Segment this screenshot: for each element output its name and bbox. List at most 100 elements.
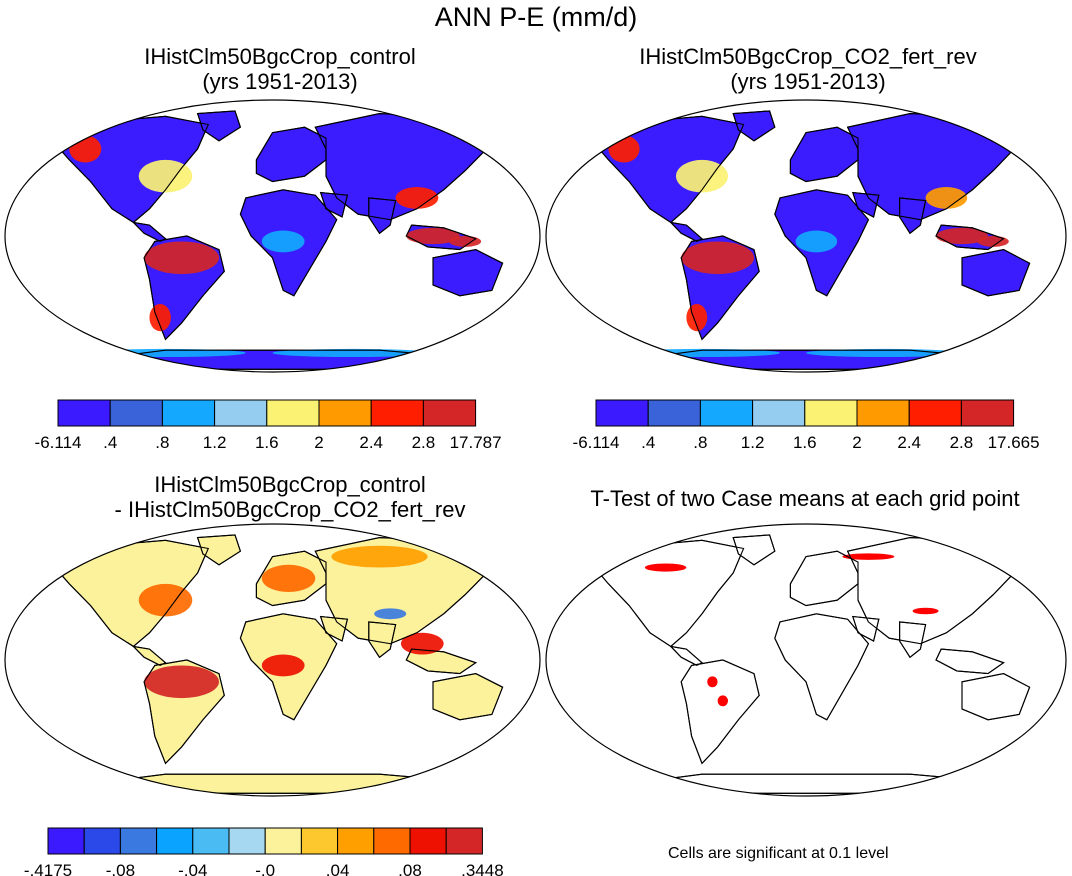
- significance-note: Cells are significant at 0.1 level: [668, 845, 889, 862]
- colorbar-tick-label-6: 2.4: [897, 433, 921, 452]
- region-siberia: [331, 545, 428, 568]
- colorbar-tick-label-7: 2.8: [950, 433, 974, 452]
- colorbar-co2-fert-rev: -6.114 .4 .8 1.2 1.6 2 2.4 2.8 17.665: [573, 399, 1040, 452]
- coastline-africa: [239, 613, 338, 721]
- colorbar-box-7: [422, 399, 477, 427]
- colorbar-tick-label-2: -.04: [178, 861, 207, 876]
- colorbar-tick-label-0: -.4175: [24, 861, 72, 876]
- map-panel-co2-fert-rev: [545, 99, 1067, 373]
- colorbar-box-0: [595, 399, 649, 427]
- coastline-arabia: [852, 615, 880, 642]
- land-antarctica: [57, 773, 488, 794]
- colorbar-tick-label-8: 17.787: [450, 433, 502, 452]
- figure-title: ANN P-E (mm/d): [434, 2, 638, 32]
- colorbar-box-0: [57, 399, 111, 427]
- colorbar-box-9: [373, 827, 411, 855]
- colorbar-box-8: [337, 827, 375, 855]
- region-amazon: [144, 241, 219, 275]
- coastline-greenland: [732, 534, 776, 566]
- colorbar-box-5: [228, 827, 266, 855]
- colorbar-difference: -.4175 -.08 -.04 -.0 .04 .08 .3448: [24, 827, 504, 876]
- coastline-south-america: [143, 659, 225, 765]
- colorbar-tick-label-1: .4: [641, 433, 655, 452]
- map-panel-control: [4, 99, 541, 373]
- colorbar-tick-label-4: 1.6: [255, 433, 279, 452]
- panel-3-title-line-1: IHistClm50BgcCrop_control: [154, 472, 426, 497]
- colorbar-tick-label-5: .08: [398, 861, 422, 876]
- colorbar-box-10: [409, 827, 447, 855]
- colorbar-box-7: [300, 827, 339, 855]
- colorbar-box-2: [119, 827, 158, 855]
- colorbar-box-7: [960, 399, 1015, 427]
- panel-2-title-line-2: (yrs 1951-2013): [730, 69, 886, 94]
- map-border: [545, 99, 1067, 373]
- colorbar-box-3: [752, 399, 806, 427]
- coastline-maritime-continent: [405, 648, 478, 675]
- colorbar-box-0: [47, 827, 85, 855]
- coastline-arabia: [319, 191, 349, 218]
- region-central-africa: [795, 230, 838, 253]
- region-maritime-continent: [977, 236, 1009, 247]
- coastline-south-america: [143, 235, 225, 341]
- colorbar-tick-label-2: .8: [693, 433, 707, 452]
- coastline-maritime-continent: [935, 224, 1005, 251]
- region-eastern-north-america: [676, 159, 728, 193]
- region-maritime-continent: [406, 227, 460, 245]
- coastline-greenland: [196, 110, 242, 142]
- colorbar-tick-label-1: -.08: [106, 861, 135, 876]
- colorbar-tick-label-3: 1.2: [203, 433, 227, 452]
- colorbar-box-5: [318, 399, 372, 427]
- coastline-africa: [239, 189, 338, 297]
- colorbar-box-1: [83, 827, 121, 855]
- coastline-australia: [961, 249, 1031, 297]
- panel-2-title-line-1: IHistClm50BgcCrop_CO2_fert_rev: [639, 44, 977, 69]
- coastline-africa: [774, 189, 870, 297]
- colorbar-tick-label-7: 2.8: [412, 433, 436, 452]
- region-south-china: [395, 187, 439, 209]
- colorbar-box-5: [856, 399, 910, 427]
- panel-1-title: IHistClm50BgcCrop_control (yrs 1951-2013…: [70, 44, 490, 94]
- region-eastern-north-america: [138, 159, 193, 193]
- significant-central-canada: [644, 563, 687, 572]
- colorbar-box-4: [804, 399, 858, 427]
- coastline-greenland: [196, 534, 242, 566]
- colorbar-box-1: [647, 399, 701, 427]
- region-amazon: [144, 665, 219, 699]
- region-central-africa: [261, 230, 305, 253]
- coastline-australia: [961, 673, 1031, 721]
- colorbar-box-2: [699, 399, 754, 427]
- coastline-north-america: [46, 539, 210, 648]
- coastline-north-america: [586, 539, 745, 648]
- coastline-south-america: [680, 235, 760, 341]
- region-eastern-north-america: [138, 583, 193, 617]
- coastline-maritime-continent: [935, 648, 1005, 675]
- panel-1-title-line-1: IHistClm50BgcCrop_control: [144, 44, 416, 69]
- coastline-india: [368, 621, 397, 659]
- coastline-australia: [432, 673, 504, 721]
- colorbar-box-3: [156, 827, 194, 855]
- colorbar-tick-label-6: 2.4: [359, 433, 383, 452]
- colorbar-box-3: [214, 399, 268, 427]
- significant-western-brazil: [707, 676, 718, 688]
- significant-central-china: [912, 607, 939, 615]
- coastline-india: [368, 197, 397, 235]
- coastline-arabia: [852, 191, 880, 218]
- colorbar-tick-label-6: .3448: [461, 861, 504, 876]
- colorbar-tick-label-0: -6.114: [35, 433, 82, 452]
- colorbar-tick-label-5: 2: [314, 433, 323, 452]
- region-europe: [261, 564, 316, 592]
- region-south-china: [925, 187, 968, 209]
- colorbar-box-6: [264, 827, 302, 855]
- colorbar-tick-label-8: 17.665: [988, 433, 1040, 452]
- panel-2-title: IHistClm50BgcCrop_CO2_fert_rev (yrs 1951…: [583, 44, 1033, 94]
- colorbar-tick-label-1: .4: [103, 433, 117, 452]
- colorbar-box-1: [109, 399, 163, 427]
- map-border: [545, 523, 1067, 797]
- coastline-australia: [432, 249, 504, 297]
- colorbar-tick-label-0: -6.114: [573, 433, 620, 452]
- map-panel-ttest: [545, 523, 1067, 797]
- coastline-north-america: [46, 115, 210, 224]
- region-central-africa: [261, 654, 305, 677]
- panel-4-title: T-Test of two Case means at each grid po…: [545, 486, 1065, 511]
- colorbar-tick-label-4: 1.6: [793, 433, 817, 452]
